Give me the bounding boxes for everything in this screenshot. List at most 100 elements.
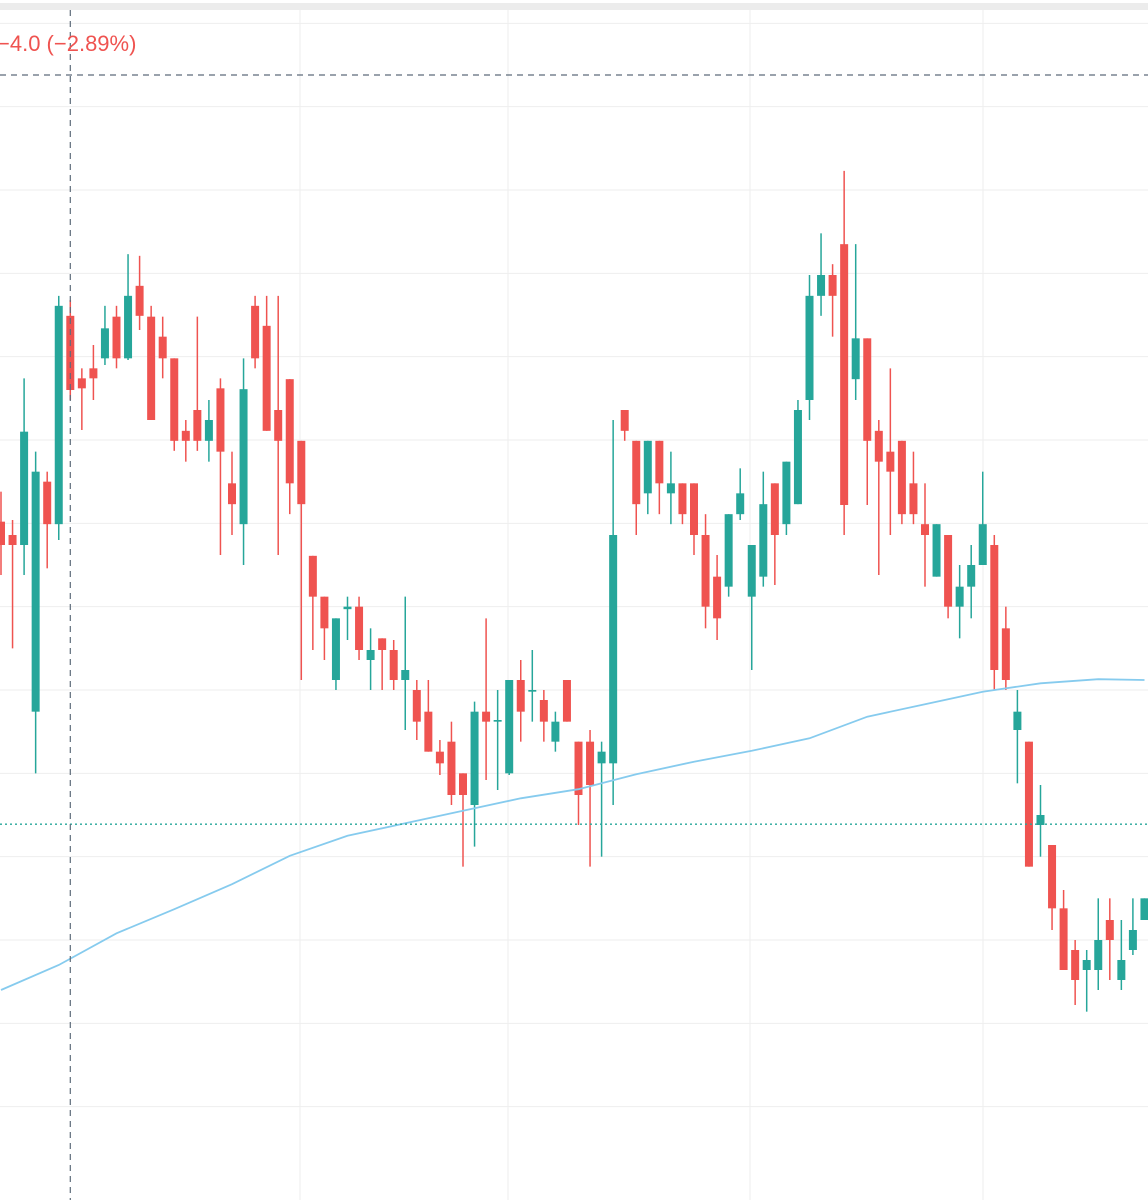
candle-body <box>239 389 248 525</box>
candle-body <box>1128 930 1137 950</box>
candle-body <box>355 606 364 650</box>
candle-body <box>886 451 895 472</box>
candle-body <box>389 650 398 680</box>
candle-body <box>690 483 698 535</box>
candle-body <box>1048 845 1057 909</box>
candle-body <box>1036 815 1045 825</box>
candle-body <box>759 504 768 577</box>
candle-body <box>331 618 340 680</box>
candle-body <box>609 535 618 764</box>
candle-body <box>54 305 63 525</box>
candle-body <box>135 285 144 316</box>
candle-body <box>528 690 537 692</box>
candle-body <box>158 336 167 359</box>
candle-body <box>366 650 375 660</box>
candle-body <box>343 606 352 610</box>
candle-body <box>20 431 29 545</box>
candle-body <box>8 535 17 545</box>
candle-body <box>77 378 86 389</box>
candle-body <box>944 535 953 607</box>
candle-body <box>574 741 583 795</box>
candle-body <box>297 440 306 505</box>
change-label: −4.0 (−2.89%) <box>0 31 136 56</box>
candle-body <box>851 338 860 380</box>
candle-body <box>586 741 595 785</box>
candle-body <box>724 514 733 587</box>
candle-body <box>505 680 514 774</box>
top-band <box>0 3 1148 10</box>
candle-body <box>424 711 433 752</box>
candle-body <box>713 576 722 619</box>
candle-body <box>320 596 329 629</box>
candle-body <box>228 483 236 505</box>
candle-body <box>828 275 837 296</box>
candle-body <box>251 305 260 359</box>
candle-body <box>909 483 918 515</box>
candle-body <box>921 524 929 535</box>
candle-body <box>539 700 548 722</box>
candle-body <box>678 483 687 515</box>
candle-body <box>470 711 479 805</box>
candle-body <box>181 430 190 441</box>
candle-body <box>459 773 467 795</box>
candle-body <box>782 461 791 525</box>
candle-body <box>170 358 179 441</box>
candle-body <box>620 410 629 431</box>
candle-body <box>147 316 156 420</box>
candle-body <box>1105 920 1114 940</box>
candle-body <box>204 420 213 441</box>
candle-body <box>124 295 133 359</box>
candle-body <box>1082 960 1091 970</box>
candle-body <box>482 711 491 722</box>
candle-body <box>632 440 641 505</box>
candle-body <box>1140 898 1148 920</box>
candle-body <box>1071 950 1080 980</box>
candle-body <box>89 368 98 379</box>
moving-average <box>0 678 1145 991</box>
candle-body <box>932 524 941 577</box>
candle-body <box>412 690 421 722</box>
candle-body <box>978 524 987 565</box>
candle-body <box>516 680 525 712</box>
candle-body <box>1059 908 1068 970</box>
plot <box>0 10 1148 1200</box>
candle-body <box>0 521 5 545</box>
candle-body <box>817 275 826 296</box>
candle-body <box>955 586 964 607</box>
candle-body <box>1024 741 1033 867</box>
candle-body <box>1001 628 1010 680</box>
candle-body <box>378 638 387 650</box>
candle-body <box>967 565 976 587</box>
candle-body <box>1117 960 1126 980</box>
grid <box>0 22 1148 1108</box>
candle-body <box>1094 940 1103 970</box>
candle-body <box>100 328 109 359</box>
candle-body <box>274 410 283 441</box>
candle-body <box>655 440 664 484</box>
candle-body <box>216 388 225 452</box>
candle-body <box>874 430 883 462</box>
candle-body <box>666 483 675 494</box>
candle-body <box>562 680 571 722</box>
candle-body <box>401 670 410 680</box>
candle-body <box>308 555 317 597</box>
candle-body <box>770 483 779 535</box>
candle-body <box>793 410 802 505</box>
candle-body <box>435 751 444 764</box>
candle-body <box>493 720 502 722</box>
candle-body <box>897 440 906 515</box>
candle-body <box>643 440 652 494</box>
candle-body <box>736 493 745 515</box>
candle-body <box>597 751 606 764</box>
candle-body <box>1013 711 1022 730</box>
candle-body <box>805 295 814 400</box>
candle-body <box>551 721 560 742</box>
candle-body <box>447 741 456 795</box>
candle-body <box>863 338 872 441</box>
candle-body <box>990 545 999 670</box>
candle-body <box>285 379 294 484</box>
time-grid <box>299 10 984 1200</box>
candle-body <box>112 316 121 359</box>
